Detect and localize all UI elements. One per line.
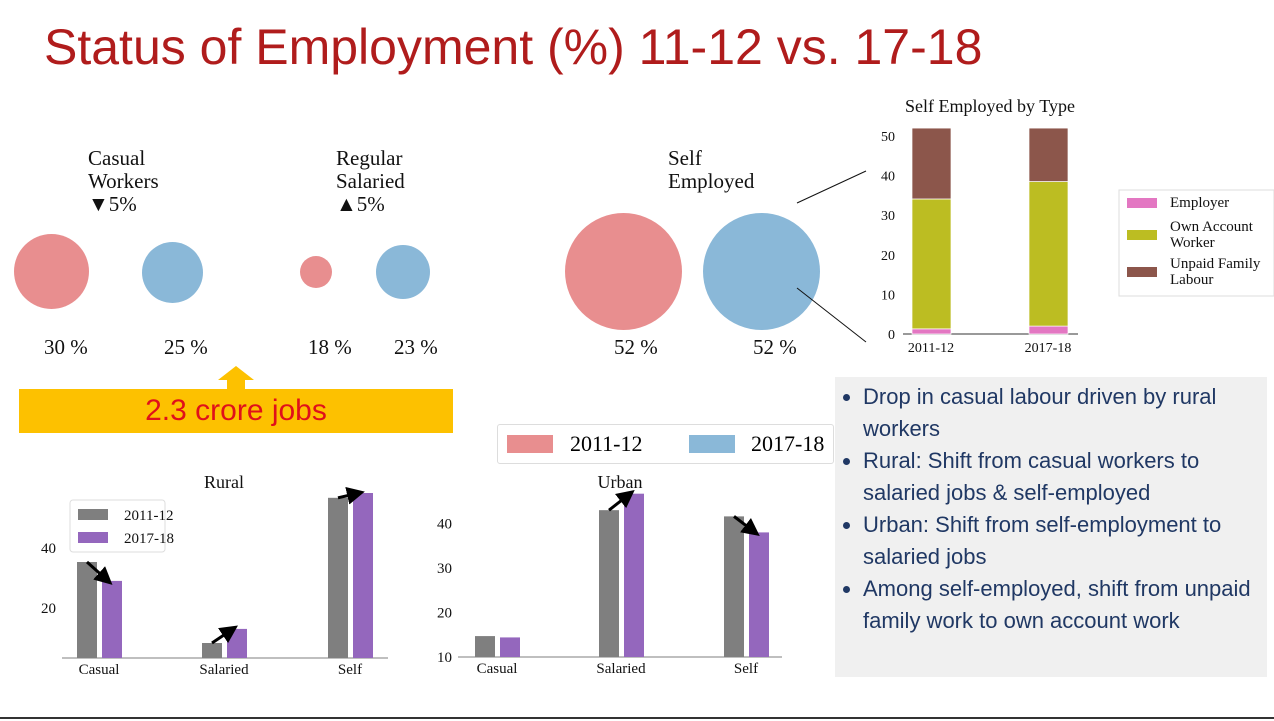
up-arrow-icon: [218, 366, 254, 380]
y-tick-label: 20: [881, 249, 895, 264]
casual-label-1: Casual: [88, 146, 146, 170]
bar-2011-12: [724, 516, 744, 657]
pct-self-2011: 52 %: [614, 335, 658, 359]
x-tick-label: 2017-18: [1025, 341, 1072, 356]
bar-2011-12: [475, 636, 495, 657]
change-arrow-icon: [608, 489, 635, 512]
change-arrow-icon: [733, 515, 760, 537]
stacked-bar-unpaid-family-labour: [1028, 127, 1069, 182]
bar-2011-12: [77, 562, 97, 658]
y-tick-label: 40: [437, 517, 452, 533]
bullet-item: Among self-employed, shift from unpaid f…: [863, 573, 1257, 637]
bullet-item: Urban: Shift from self-employment to sal…: [863, 509, 1257, 573]
page-title: Status of Employment (%) 11-12 vs. 17-18: [44, 19, 983, 75]
bar-2017-18: [749, 532, 769, 657]
legend-swatch-2017: [689, 435, 735, 453]
y-tick-label: 10: [881, 288, 895, 303]
pct-casual-2011: 30 %: [44, 335, 88, 359]
bubble-regular-2017: [376, 245, 430, 299]
bubble-self-2011: [565, 213, 682, 330]
y-tick-label: 0: [888, 328, 895, 343]
legend-swatch: [1127, 267, 1157, 277]
legend-label: Unpaid Family: [1170, 256, 1261, 272]
legend-swatch: [1127, 230, 1157, 240]
bubble-self-2017: [703, 213, 820, 330]
legend-label: Worker: [1170, 235, 1215, 251]
bar-2011-12: [599, 510, 619, 657]
legend-label: 2011-12: [124, 508, 173, 524]
x-tick-label: Casual: [477, 661, 518, 677]
y-tick-label: 20: [437, 606, 452, 622]
legend-swatch-2011: [507, 435, 553, 453]
y-tick-label: 40: [41, 541, 56, 557]
y-tick-label: 50: [881, 130, 895, 145]
regular-label-1: Regular: [336, 146, 403, 170]
bullet-item: Rural: Shift from casual workers to sala…: [863, 445, 1257, 509]
pct-regular-2011: 18 %: [308, 335, 352, 359]
y-tick-label: 40: [881, 170, 895, 185]
bar-2017-18: [102, 580, 122, 658]
change-arrow-icon: [337, 486, 365, 505]
y-tick-label: 10: [437, 650, 452, 666]
legend-label: Labour: [1170, 272, 1213, 288]
up-arrow-stem: [227, 379, 245, 391]
regular-label-2: Salaried: [336, 169, 405, 193]
chart-title: Self Employed by Type: [905, 96, 1075, 116]
legend-label-2011: 2011-12: [570, 431, 643, 456]
chart-title: Urban: [598, 472, 643, 492]
regular-change: ▲5%: [336, 192, 385, 216]
legend-swatch: [1127, 198, 1157, 208]
y-tick-label: 30: [437, 561, 452, 577]
summary-bullets: Drop in casual labour driven by rural wo…: [835, 377, 1267, 677]
bar-2017-18: [500, 637, 520, 657]
casual-change: ▼5%: [88, 192, 137, 216]
bar-2017-18: [624, 493, 644, 657]
bar-2011-12: [202, 643, 222, 658]
x-tick-label: Casual: [79, 662, 120, 678]
change-arrow-icon: [85, 560, 113, 585]
casual-label: Casual Workers ▼5%: [88, 147, 159, 216]
stacked-bar-employer: [1028, 325, 1069, 335]
stacked-bar-own-account-worker: [1028, 181, 1069, 327]
bar-2017-18: [353, 493, 373, 658]
year-legend: 2011-12 2017-18: [497, 424, 834, 464]
x-tick-label: Self: [734, 661, 758, 677]
legend-label: 2017-18: [124, 531, 174, 547]
x-tick-label: 2011-12: [908, 341, 954, 356]
pct-regular-2017: 23 %: [394, 335, 438, 359]
y-tick-label: 30: [881, 209, 895, 224]
legend-label: Employer: [1170, 195, 1229, 211]
y-tick-label: 20: [41, 601, 56, 617]
bullet-item: Drop in casual labour driven by rural wo…: [863, 381, 1257, 445]
legend-swatch: [78, 532, 108, 543]
legend-label: Own Account: [1170, 219, 1254, 235]
chart-title: Rural: [204, 472, 244, 492]
stacked-bar-unpaid-family-labour: [911, 127, 952, 200]
regular-label: Regular Salaried ▲5%: [336, 147, 405, 216]
stacked-bar-own-account-worker: [911, 198, 952, 330]
pct-casual-2017: 25 %: [164, 335, 208, 359]
bubble-regular-2011: [300, 256, 332, 288]
self-label: Self Employed: [668, 147, 754, 193]
change-arrow-icon: [211, 625, 238, 645]
stacked-bar-employer: [911, 328, 952, 335]
x-tick-label: Salaried: [596, 661, 646, 677]
jobs-banner: 2.3 crore jobs: [19, 389, 453, 433]
self-label-2: Employed: [668, 169, 755, 193]
bar-2017-18: [227, 628, 247, 658]
casual-label-2: Workers: [88, 169, 159, 193]
x-tick-label: Self: [338, 662, 362, 678]
bubble-casual-2017: [142, 242, 203, 303]
bubble-casual-2011: [14, 234, 89, 309]
legend-label-2017: 2017-18: [751, 431, 825, 456]
pct-self-2017: 52 %: [753, 335, 797, 359]
x-tick-label: Salaried: [199, 662, 249, 678]
self-label-1: Self: [668, 146, 702, 170]
bottom-divider: [0, 717, 1274, 719]
legend-swatch: [78, 509, 108, 520]
bar-2011-12: [328, 497, 348, 658]
